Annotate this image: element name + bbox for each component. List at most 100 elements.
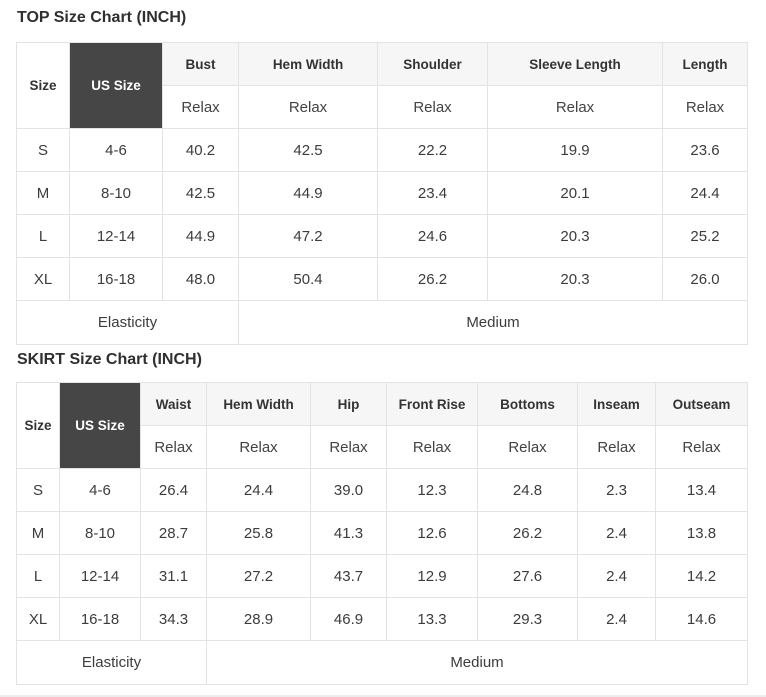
value-cell: 50.4 [238,257,378,301]
value-cell: 44.9 [162,214,239,258]
fit-row: Relax Relax Relax Relax Relax Relax Rela… [17,425,748,469]
value-cell: 42.5 [162,171,239,215]
fit-cell: Relax [662,85,748,129]
table-row: S 4-6 26.4 24.4 39.0 12.3 24.8 2.3 13.4 [16,468,748,512]
size-cell: L [16,554,60,598]
measure-header-cell: Hem Width [238,42,378,86]
value-cell: 39.0 [310,468,387,512]
measure-header-cell: Outseam [655,382,748,426]
measure-header-cell: Bottoms [477,382,578,426]
value-cell: 22.2 [377,128,488,172]
value-cell: 24.4 [206,468,311,512]
value-cell: 24.6 [377,214,488,258]
measure-header-cell: Length [662,42,748,86]
measure-header-cell: Bust [162,42,239,86]
value-cell: 47.2 [238,214,378,258]
fit-cell: Relax [162,85,239,129]
value-cell: 12.6 [386,511,478,555]
value-cell: 26.0 [662,257,748,301]
measure-header-cell: Waist [140,382,207,426]
value-cell: 23.4 [377,171,488,215]
skirt-size-table: Size US Size Waist Hem Width Hip Front R… [16,382,748,685]
fit-cell: Relax [487,85,663,129]
table-row: XL 16-18 34.3 28.9 46.9 13.3 29.3 2.4 14… [16,597,748,641]
value-cell: 43.7 [310,554,387,598]
measure-header-cell: Front Rise [386,382,478,426]
value-cell: 14.6 [655,597,748,641]
value-cell: 26.2 [377,257,488,301]
top-chart-title: TOP Size Chart (INCH) [17,9,187,26]
value-cell: 31.1 [140,554,207,598]
table-row: XL 16-18 48.0 50.4 26.2 20.3 26.0 [16,257,748,301]
value-cell: 24.4 [662,171,748,215]
fit-cell: Relax [140,425,207,469]
size-cell: S [16,468,60,512]
size-cell: L [16,214,70,258]
measure-header-cell: Hip [310,382,387,426]
value-cell: 34.3 [140,597,207,641]
us-size-cell: 12-14 [69,214,163,258]
elasticity-row: Elasticity Medium [16,640,748,685]
us-size-cell: 4-6 [59,468,141,512]
elasticity-row: Elasticity Medium [16,300,748,345]
value-cell: 27.2 [206,554,311,598]
measure-header-cell: Hem Width [206,382,311,426]
measure-header-cell: Sleeve Length [487,42,663,86]
value-cell: 13.4 [655,468,748,512]
value-cell: 44.9 [238,171,378,215]
table-row: L 12-14 31.1 27.2 43.7 12.9 27.6 2.4 14.… [16,554,748,598]
value-cell: 14.2 [655,554,748,598]
value-cell: 26.4 [140,468,207,512]
value-cell: 2.4 [577,554,656,598]
table-row: L 12-14 44.9 47.2 24.6 20.3 25.2 [16,214,748,258]
value-cell: 40.2 [162,128,239,172]
size-cell: S [16,128,70,172]
value-cell: 42.5 [238,128,378,172]
fit-cell: Relax [577,425,656,469]
size-cell: XL [16,597,60,641]
us-size-cell: 16-18 [59,597,141,641]
fit-cell: Relax [310,425,387,469]
value-cell: 12.9 [386,554,478,598]
elasticity-label-cell: Elasticity [16,640,207,685]
value-cell: 13.3 [386,597,478,641]
measure-header-row: Size US Size Bust Hem Width Shoulder Sle… [16,42,748,129]
value-cell: 20.1 [487,171,663,215]
table-row: M 8-10 42.5 44.9 23.4 20.1 24.4 [16,171,748,215]
value-cell: 20.3 [487,257,663,301]
fit-cell: Relax [238,85,378,129]
value-cell: 28.9 [206,597,311,641]
value-cell: 24.8 [477,468,578,512]
value-cell: 23.6 [662,128,748,172]
value-cell: 2.4 [577,597,656,641]
measure-header-row: Size US Size Waist Hem Width Hip Front R… [16,382,748,469]
value-cell: 26.2 [477,511,578,555]
top-size-table: Size US Size Bust Hem Width Shoulder Sle… [16,42,748,345]
us-size-cell: 8-10 [69,171,163,215]
fit-cell: Relax [386,425,478,469]
value-cell: 48.0 [162,257,239,301]
us-size-header-cell: US Size [59,382,141,469]
size-cell: XL [16,257,70,301]
value-cell: 29.3 [477,597,578,641]
value-cell: 28.7 [140,511,207,555]
value-cell: 19.9 [487,128,663,172]
measure-header-cell: Inseam [577,382,656,426]
us-size-cell: 8-10 [59,511,141,555]
us-size-cell: 16-18 [69,257,163,301]
value-cell: 12.3 [386,468,478,512]
value-cell: 2.3 [577,468,656,512]
fit-row: Relax Relax Relax Relax Relax [17,85,748,129]
size-cell: M [16,511,60,555]
value-cell: 2.4 [577,511,656,555]
size-header-cell: Size [16,382,60,469]
fit-cell: Relax [477,425,578,469]
value-cell: 46.9 [310,597,387,641]
value-cell: 13.8 [655,511,748,555]
measure-header-cell: Shoulder [377,42,488,86]
size-header-cell: Size [16,42,70,129]
fit-cell: Relax [377,85,488,129]
value-cell: 25.8 [206,511,311,555]
us-size-header-cell: US Size [69,42,163,129]
